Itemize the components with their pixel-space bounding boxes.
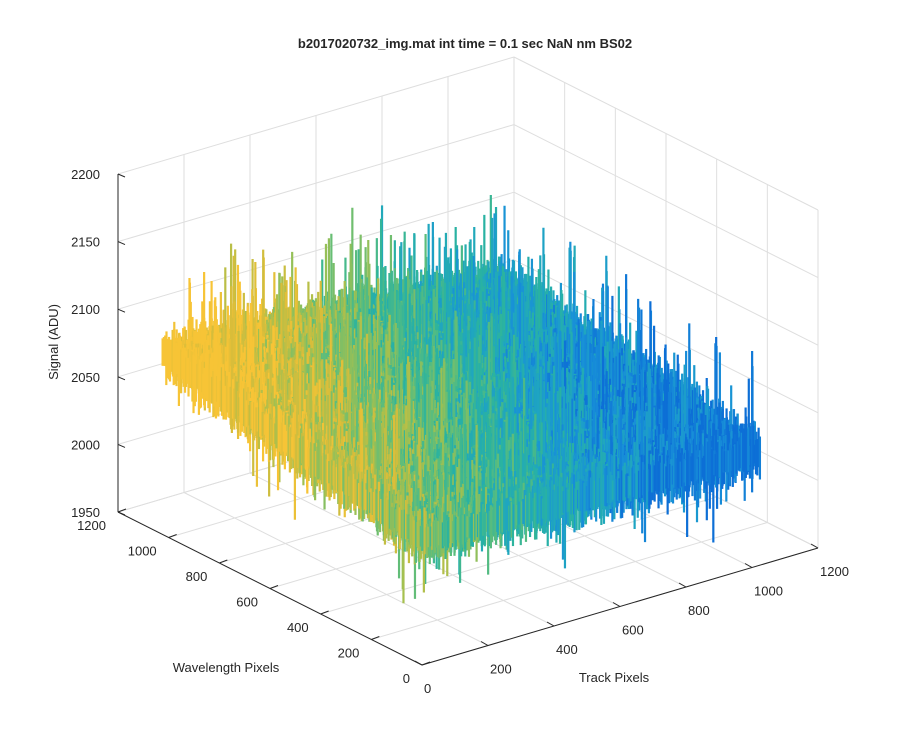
surface [163,195,760,603]
chart-title: b2017020732_img.mat int time = 0.1 sec N… [298,36,632,51]
